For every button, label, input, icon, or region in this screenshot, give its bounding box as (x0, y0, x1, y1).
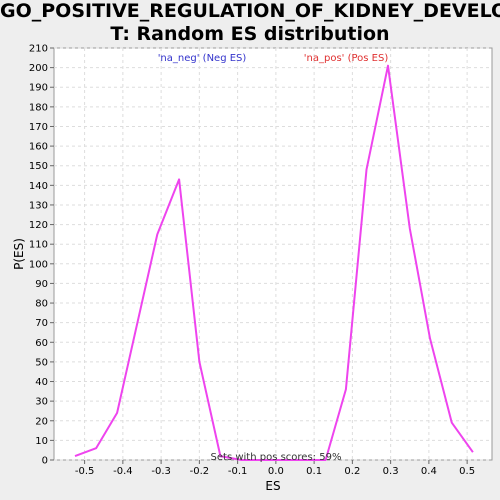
x-axis: -0.5 -0.4 -0.3 -0.2 -0.1 0.0 0.1 0.2 0.3 0.4 0.5 (75, 460, 475, 477)
x-tick-label: 0.1 (306, 466, 322, 477)
pos-scores-annotation: Sets with pos scores: 59% (211, 452, 342, 463)
series-layer (74, 64, 474, 461)
legend-neg: 'na_neg' (Neg ES) (158, 53, 247, 64)
y-axis-label: P(ES) (12, 238, 26, 270)
y-tick-label: 60 (35, 338, 48, 349)
series-line (74, 64, 474, 461)
x-tick-label: 0.3 (383, 466, 399, 477)
y-tick-label: 120 (29, 220, 48, 231)
x-tick-label: -0.5 (75, 466, 95, 477)
y-tick-label: 20 (35, 416, 48, 427)
y-tick-label: 0 (42, 456, 48, 467)
x-tick-label: -0.1 (228, 466, 248, 477)
plot-area (53, 47, 493, 461)
x-tick-label: -0.2 (190, 466, 210, 477)
x-tick-label: -0.4 (113, 466, 133, 477)
chart-title: GO_POSITIVE_REGULATION_OF_KIDNEY_DEVELOP… (0, 0, 500, 46)
y-tick-label: 130 (29, 200, 48, 211)
x-axis-label: ES (265, 479, 280, 493)
chart-title-line-2: T: Random ES distribution (110, 23, 390, 45)
y-tick-label: 40 (35, 377, 48, 388)
x-tick-label: 0.0 (268, 466, 284, 477)
y-tick-label: 180 (29, 102, 48, 113)
x-tick-label: 0.4 (421, 466, 437, 477)
y-tick-label: 80 (35, 299, 48, 310)
y-axis: 0 10 20 30 40 50 60 70 80 90 100 110 120 130 140 150 160… (29, 44, 54, 467)
x-tick-label: -0.3 (151, 466, 171, 477)
y-tick-label: 50 (35, 357, 48, 368)
y-tick-label: 100 (29, 259, 48, 270)
y-tick-label: 110 (29, 240, 48, 251)
x-tick-label: 0.5 (459, 466, 475, 477)
chart-title-line-1: GO_POSITIVE_REGULATION_OF_KIDNEY_DEVELOP… (0, 0, 500, 22)
grid-lines (54, 47, 492, 461)
y-tick-label: 200 (29, 63, 48, 74)
y-tick-label: 140 (29, 181, 48, 192)
y-tick-label: 160 (29, 142, 48, 153)
y-tick-label: 70 (35, 318, 48, 329)
y-tick-label: 190 (29, 83, 48, 94)
x-tick-label: 0.2 (344, 466, 360, 477)
y-tick-label: 30 (35, 397, 48, 408)
y-tick-label: 10 (35, 436, 48, 447)
y-tick-label: 150 (29, 161, 48, 172)
y-tick-label: 210 (29, 44, 48, 55)
y-tick-label: 90 (35, 279, 48, 290)
legend-pos: 'na_pos' (Pos ES) (304, 53, 389, 64)
y-tick-label: 170 (29, 122, 48, 133)
